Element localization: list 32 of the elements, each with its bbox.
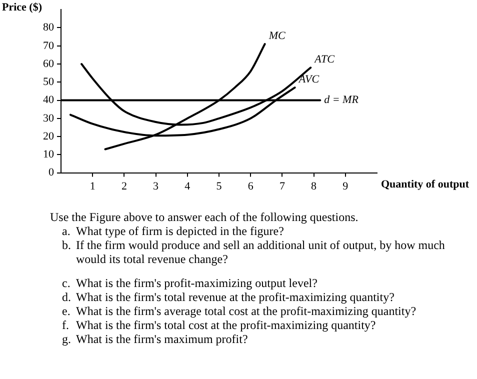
x-tick-label: 6 [248, 180, 254, 192]
x-tick-label: 1 [90, 180, 96, 192]
x-tick-label: 5 [216, 180, 222, 192]
text: Use the Figure above to answer each of the following questions. [50, 210, 360, 224]
x-tick-label: 9 [342, 180, 349, 192]
text: b. If the firm would produce and sell an additional unit of output, by how much would its total revenue change? [62, 238, 446, 266]
y-tick-label: 80 [43, 22, 54, 34]
x-axis-title: Quantity of output [381, 178, 470, 191]
y-tick-label: 60 [43, 58, 54, 70]
y-tick-label: 0 [48, 166, 54, 179]
y-tick-label: 50 [43, 76, 54, 88]
x-tick-label: 2 [121, 180, 127, 192]
text: c. What is the firm's profit-maximizing output level? [62, 276, 318, 290]
series-label: AVC [298, 73, 320, 86]
y-tick-label: 30 [43, 112, 54, 124]
text: e. What is the firm's average total cost at the profit-maximizing quantity? [62, 304, 416, 318]
y-tick-label: 40 [43, 94, 54, 106]
series-label: ATC [314, 54, 336, 66]
text: d. What is the firm's total revenue at the profit-maximizing quantity? [62, 290, 394, 304]
text: g. What is the firm's maximum profit? [62, 332, 248, 346]
x-tick-label: 7 [279, 180, 286, 192]
y-tick-label: 20 [43, 130, 54, 142]
y-tick-label: 10 [43, 148, 54, 161]
y-tick-label: 70 [43, 40, 54, 52]
x-tick-label: 4 [184, 180, 191, 192]
series-label: d = MR [324, 94, 359, 106]
text: f. What is the firm's total cost at the profit-maximizing quantity? [62, 318, 376, 332]
x-tick-label: 8 [311, 180, 318, 192]
x-tick-label: 3 [153, 180, 160, 192]
text: a. What type of firm is depicted in the figure? [62, 224, 284, 238]
y-axis-title: Price ($) [2, 1, 42, 14]
series-label: MC [268, 30, 286, 42]
